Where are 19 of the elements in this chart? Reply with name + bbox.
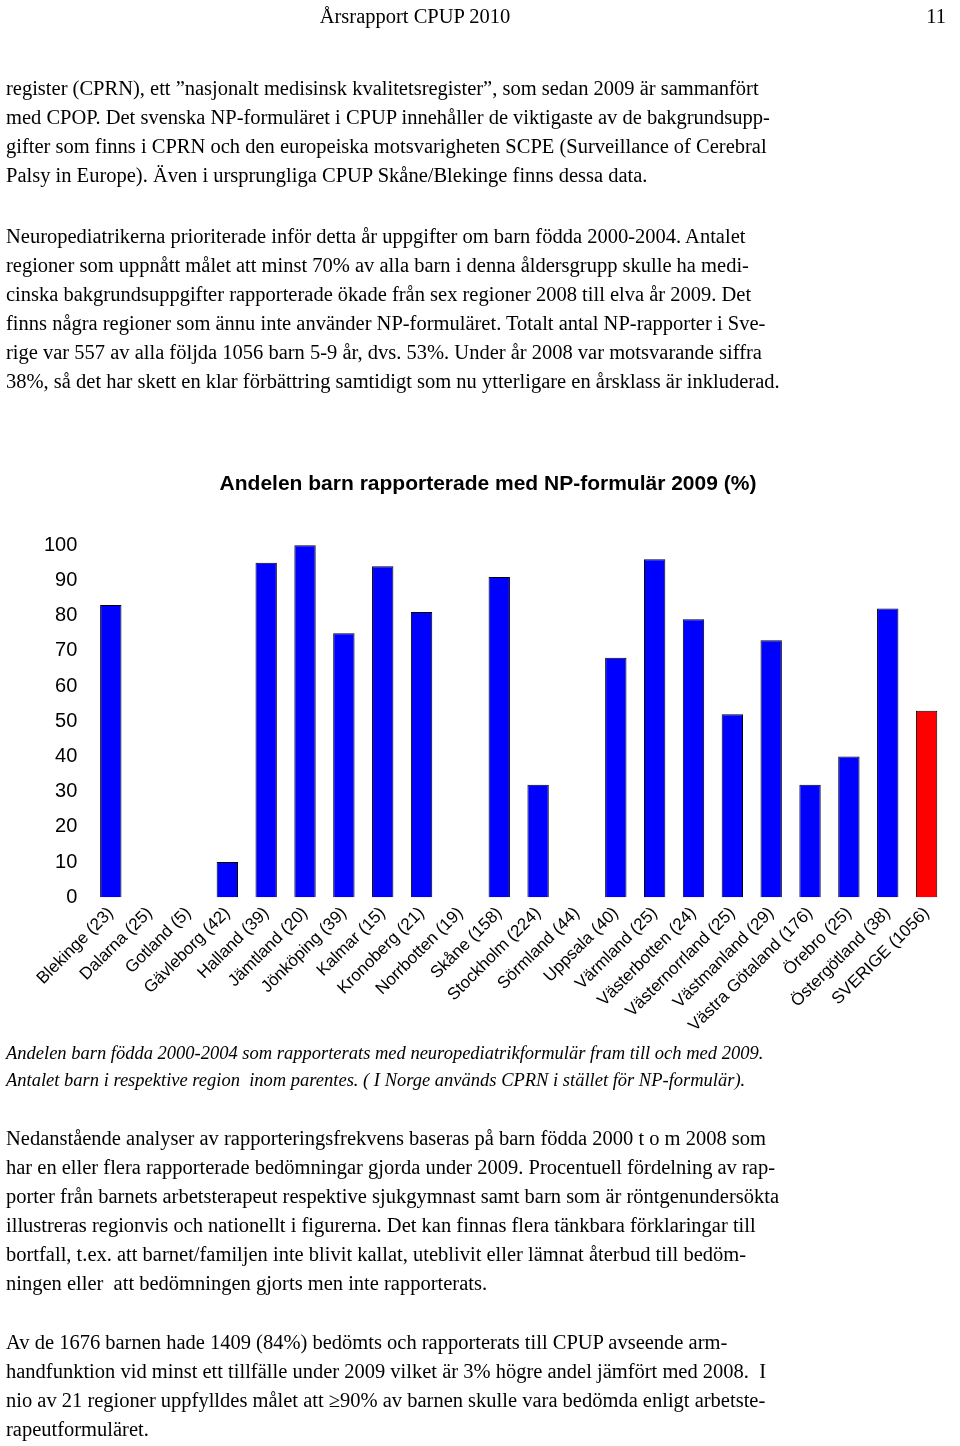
chart-title: Andelen barn rapporterade med NP-formulär 2009 (%)	[219, 471, 757, 495]
y-tick-label: 10	[55, 849, 78, 872]
y-tick-label: 0	[66, 884, 78, 907]
y-tick-label: 40	[55, 743, 78, 766]
text: Av de 1676 barnen hade 1409 (84%) bedömts och rapporterats till CPUP avseende arm- handfunktion vid minst ett tillfälle under 2009 vilket är 3% högre andel jämfört med 2008. I nio av 21 regioner uppfylldes målet att ≥90% av barnen skulle vara bedömda enligt arbetste- rapeutformuläret.	[6, 1330, 767, 1443]
y-tick-label: 90	[55, 567, 78, 590]
text: Neuropediatrikerna prioriterade inför detta år uppgifter om barn födda 2000-2004. Antalet regioner som uppnått målet att minst 70% av alla barn i denna åldersgrupp skulle ha medi- cinska bakgrundsuppgifter rapporterade ökade från sex regioner 2008 till elva år 2009. Det finns några regioner som ännu inte använder NP-formuläret. Totalt antal NP-rapporter i Sve- rige var 557 av alla följda 1056 barn 5-9 år, dvs. 53%. Under år 2008 var motsvarande siffra 38%, så det har skett en klar förbättring samtidigt som nu ytterligare en årsklass är inkluderad.	[6, 224, 780, 395]
y-tick-label: 50	[55, 708, 78, 731]
text: Årsrapport CPUP 2010	[318, 4, 512, 30]
y-tick-label: 60	[55, 673, 78, 696]
text: Nedanstående analyser av rapporteringsfrekvens baseras på barn födda 2000 t o m 2008 som har en eller flera rapporterade bedömningar gjorda under 2009. Procentuell fördelning av rap- porter från barnets arbetsterapeut respektive sjukgymnast samt barn som är röntgenundersökta illustreras regionvis och nationellt i figurerna. Det kan finnas flera tänkbara förklaringar till bortfall, t.ex. att barnet/familjen inte blivit kallat, uteblivit eller lämnat återbud till bedöm- ningen eller att bedömningen gjorts men inte rapporterats.	[6, 1126, 780, 1297]
y-tick-label: 100	[43, 532, 78, 555]
y-tick-label: 30	[55, 779, 78, 802]
text: 11	[926, 4, 946, 29]
y-tick-label: 20	[55, 814, 78, 837]
y-tick-label: 70	[55, 638, 78, 661]
y-tick-label: 80	[55, 603, 78, 626]
text: Andelen barn födda 2000-2004 som rapporterats med neuropediatrikformulär fram till och med 2009. Antalet barn i respektive region inom parentes. ( I Norge används CPRN i stället för NP-formulär).	[6, 1042, 764, 1092]
text: register (CPRN), ett ”nasjonalt medisinsk kvalitetsregister”, som sedan 2009 är sammanfört med CPOP. Det svenska NP-formuläret i CPUP innehåller de viktigaste av de bakgrundsupp- gifter som finns i CPRN och den europeiska motsvarigheten SCPE (Surveillance of Cerebral Palsy in Europe). Även i ursprungliga CPUP Skåne/Blekinge finns dessa data.	[6, 76, 770, 189]
